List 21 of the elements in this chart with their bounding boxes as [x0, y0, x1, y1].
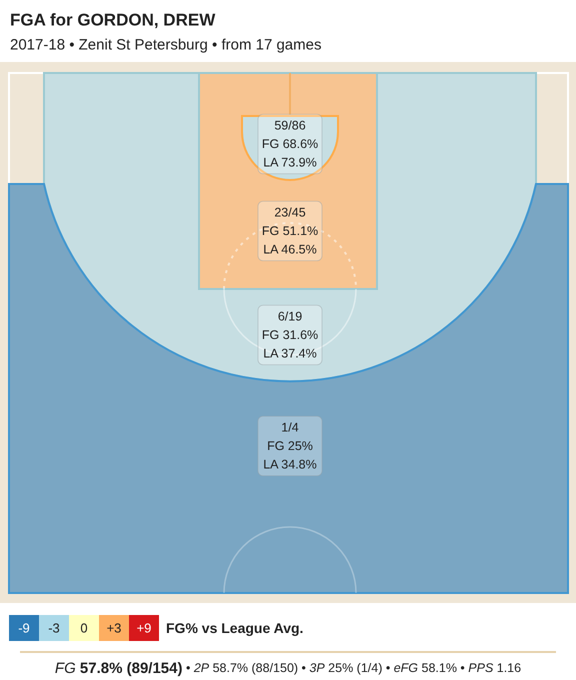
text: FG 57.8% (89/154) • 2P 58.7% (88/150) • 3P 25% (1/4) • eFG 58.1% • PPS 1.16 — [54, 660, 522, 676]
data-label: FG 51.1% — [262, 224, 318, 238]
data-label: -9 — [18, 620, 30, 636]
data-label: FG 31.6% — [262, 328, 318, 342]
data-label: FG 68.6% — [262, 137, 318, 151]
data-label: FG 25% — [267, 439, 313, 453]
text: 23/45 — [274, 206, 306, 220]
text: LA 73.9% — [263, 156, 317, 170]
text: 6/19 — [278, 310, 302, 324]
y2-tick-label: FG% vs League Avg. — [166, 620, 304, 636]
text: LA 46.5% — [263, 242, 317, 256]
text: 2017-18 • Zenit St Petersburg • from 17 games — [10, 36, 322, 54]
text: LA 37.4% — [263, 346, 317, 360]
data-label: +9 — [136, 620, 152, 636]
text: 1/4 — [281, 420, 299, 434]
text: FGA for GORDON, DREW — [10, 10, 216, 30]
text: 59/86 — [274, 118, 306, 132]
data-label: -3 — [48, 620, 60, 636]
data-label: +3 — [106, 620, 122, 636]
data-label: 0 — [80, 620, 88, 636]
text: LA 34.8% — [263, 458, 317, 472]
